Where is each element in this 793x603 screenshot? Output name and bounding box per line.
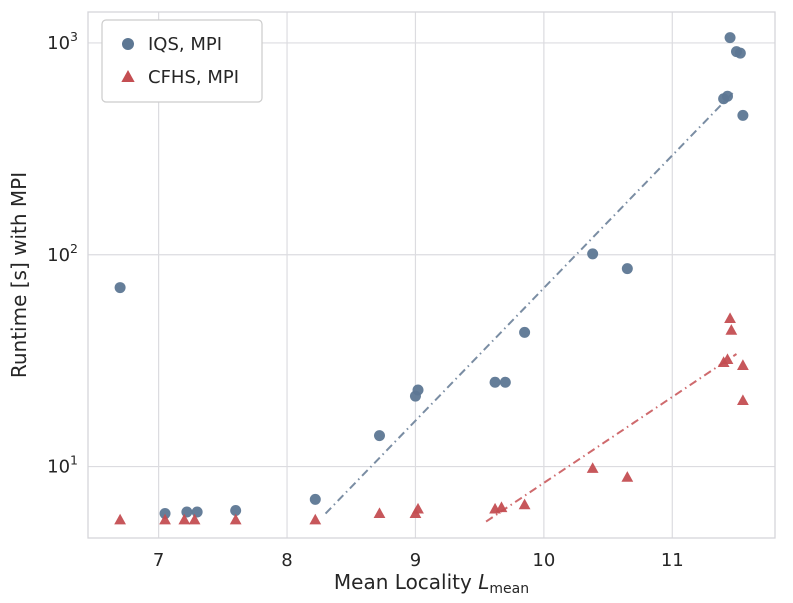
x-tick-label: 7	[153, 550, 164, 571]
data-point	[229, 513, 242, 525]
data-point	[489, 376, 501, 388]
data-point	[412, 502, 424, 514]
data-point	[159, 513, 171, 525]
x-tick-label: 8	[281, 550, 292, 571]
data-point	[721, 353, 734, 365]
legend-marker-circle-icon	[122, 38, 134, 50]
legend-marker-triangle-icon	[121, 70, 135, 83]
data-point	[586, 462, 599, 473]
legend-entry-label: CFHS, MPI	[148, 67, 239, 88]
data-point	[724, 32, 736, 44]
data-point	[178, 513, 191, 525]
data-point	[499, 376, 511, 388]
data-point	[191, 506, 203, 518]
data-point	[412, 384, 424, 396]
legend-box	[101, 19, 263, 103]
data-point	[725, 324, 738, 335]
x-tick-label: 9	[410, 550, 421, 571]
data-point	[518, 498, 531, 510]
data-point	[621, 471, 634, 482]
data-point	[188, 513, 201, 525]
data-point	[114, 513, 126, 525]
data-point	[159, 508, 171, 520]
trend-line	[324, 92, 734, 515]
data-point	[309, 513, 322, 525]
data-point	[737, 109, 749, 121]
legend: IQS, MPI CFHS, MPI	[101, 19, 263, 103]
data-point	[114, 282, 126, 294]
data-point	[621, 263, 633, 275]
data-point	[230, 505, 242, 517]
data-point	[587, 248, 599, 260]
x-tick-label: 11	[661, 550, 684, 571]
data-point	[373, 430, 385, 442]
data-point	[181, 506, 193, 518]
data-point	[737, 359, 749, 370]
trend-line	[485, 353, 738, 523]
y-axis-label: Runtime [s] with MPI	[7, 172, 31, 378]
data-point	[519, 326, 531, 338]
x-tick-label: 10	[532, 550, 555, 571]
legend-entry-label: IQS, MPI	[148, 34, 222, 55]
data-point	[734, 47, 746, 59]
plot-border	[87, 11, 776, 539]
y-tick-label: 102	[47, 241, 78, 266]
data-point	[724, 312, 736, 323]
data-point	[721, 90, 733, 102]
data-point	[737, 394, 749, 406]
data-point	[373, 507, 386, 519]
y-tick-label: 103	[47, 29, 78, 54]
x-axis-label: Mean Locality Lmean	[334, 570, 529, 597]
y-tick-label: 101	[47, 453, 78, 478]
data-point	[309, 493, 321, 505]
data-point	[495, 501, 508, 513]
